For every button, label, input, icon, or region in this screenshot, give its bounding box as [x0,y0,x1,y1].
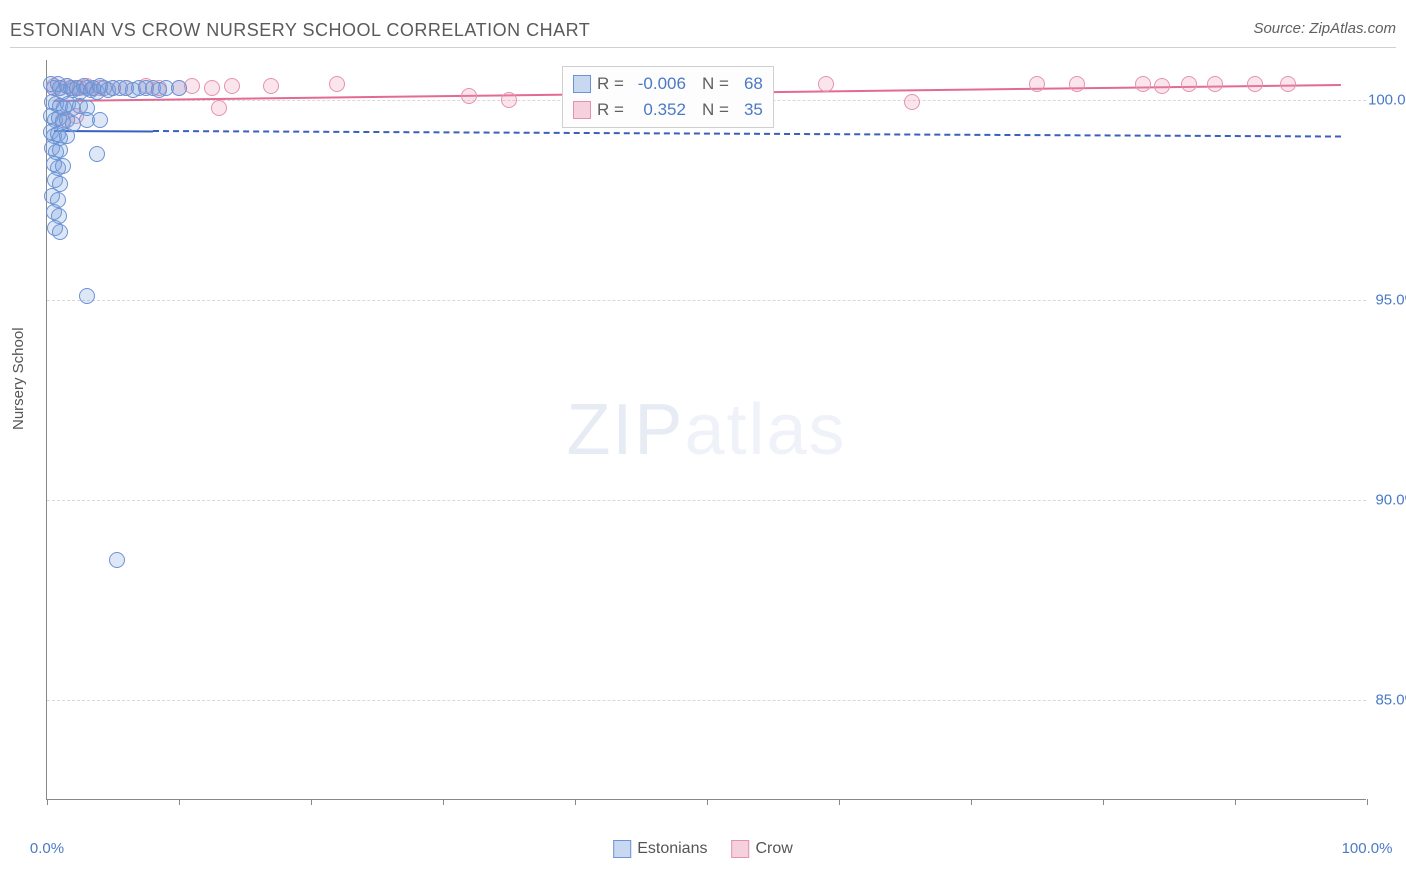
data-point-crow [461,88,477,104]
data-point-crow [1181,76,1197,92]
source-attribution: Source: ZipAtlas.com [1253,20,1396,37]
gridline [47,700,1366,701]
correlation-legend: R = -0.006 N = 68 R = 0.352 N = 35 [562,66,774,128]
data-point-crow [329,76,345,92]
data-point-crow [1154,78,1170,94]
data-point-crow [211,100,227,116]
x-tick [1235,799,1236,805]
x-tick [443,799,444,805]
chart-title: ESTONIAN VS CROW NURSERY SCHOOL CORRELAT… [10,20,590,40]
data-point-crow [263,78,279,94]
data-point-crow [1135,76,1151,92]
plot-area: ZIPatlas 85.0%90.0%95.0%100.0%0.0%100.0%… [46,60,1366,800]
data-point-crow [1280,76,1296,92]
data-point-crow [1069,76,1085,92]
y-tick-label: 90.0% [1368,492,1406,509]
series-legend: Estonians Crow [613,840,793,858]
x-tick [1103,799,1104,805]
x-tick [1367,799,1368,805]
x-tick [179,799,180,805]
y-axis-label: Nursery School [10,327,27,430]
y-tick-label: 95.0% [1368,292,1406,309]
x-tick-label: 0.0% [30,840,64,857]
data-point-crow [1029,76,1045,92]
data-point-crow [1247,76,1263,92]
data-point-estonians [89,146,105,162]
x-tick [47,799,48,805]
gridline [47,500,1366,501]
trend-line-estonians [153,130,1341,138]
x-tick [575,799,576,805]
gridline [47,300,1366,301]
data-point-crow [904,94,920,110]
data-point-crow [818,76,834,92]
data-point-crow [501,92,517,108]
x-tick-label: 100.0% [1342,840,1393,857]
data-point-estonians [52,224,68,240]
data-point-estonians [92,112,108,128]
x-tick [311,799,312,805]
legend-item-crow: Crow [731,840,792,858]
x-tick [839,799,840,805]
data-point-estonians [109,552,125,568]
y-tick-label: 100.0% [1368,92,1406,109]
data-point-crow [1207,76,1223,92]
watermark: ZIPatlas [566,389,846,471]
y-tick-label: 85.0% [1368,692,1406,709]
x-tick [971,799,972,805]
data-point-estonians [171,80,187,96]
x-tick [707,799,708,805]
data-point-crow [204,80,220,96]
data-point-crow [224,78,240,94]
legend-item-estonians: Estonians [613,840,707,858]
data-point-estonians [79,288,95,304]
